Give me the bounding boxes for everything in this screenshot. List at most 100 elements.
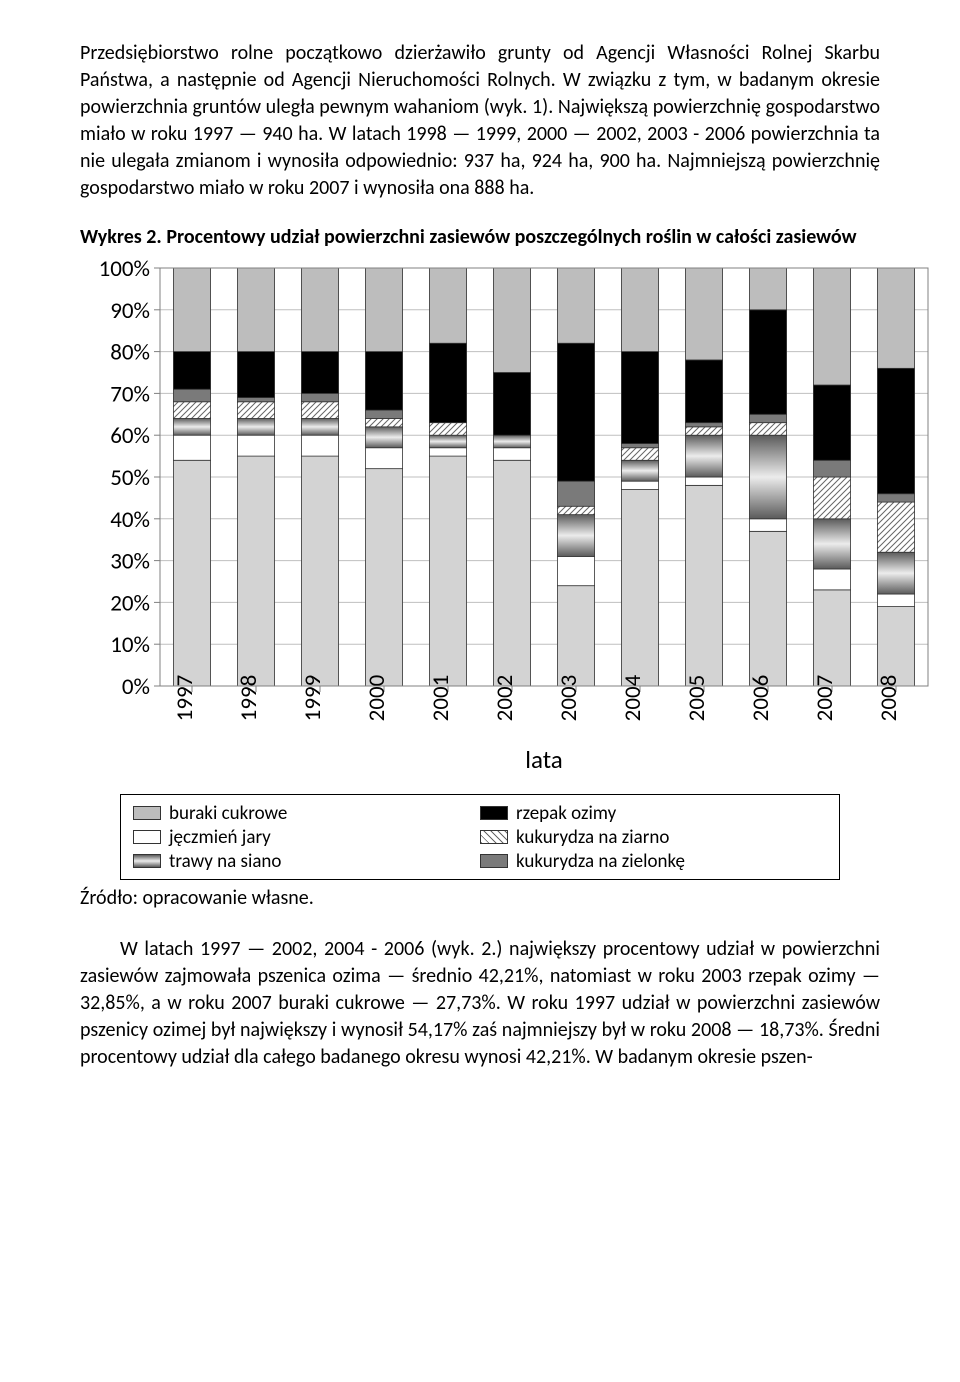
legend-item: kukurydza na zielonkę bbox=[480, 849, 827, 873]
bar-segment bbox=[429, 448, 466, 456]
bar-segment bbox=[685, 423, 722, 427]
bar-segment bbox=[877, 607, 914, 686]
bar-segment bbox=[237, 435, 274, 456]
bar-segment bbox=[813, 569, 850, 590]
bar-segment bbox=[173, 402, 210, 419]
bar-segment bbox=[813, 268, 850, 385]
y-tick-label: 90% bbox=[110, 297, 150, 325]
bar-segment bbox=[557, 343, 594, 481]
bar-segment bbox=[621, 268, 658, 352]
y-tick-label: 80% bbox=[110, 339, 150, 367]
y-tick-label: 60% bbox=[110, 422, 150, 450]
y-tick-label: 50% bbox=[110, 464, 150, 492]
legend-item: jęczmień jary bbox=[133, 825, 480, 849]
bar-segment bbox=[365, 448, 402, 469]
bar-segment bbox=[365, 410, 402, 418]
x-axis-title: lata bbox=[525, 744, 563, 775]
bar-segment bbox=[237, 456, 274, 686]
chart-title-rest: Procentowy udział powierzchni zasiewów p… bbox=[166, 225, 856, 249]
bar-segment bbox=[365, 418, 402, 426]
legend-swatch bbox=[133, 854, 161, 868]
bar-segment bbox=[749, 435, 786, 519]
legend-label: buraki cukrowe bbox=[169, 802, 287, 825]
bar-segment bbox=[557, 556, 594, 585]
bar-segment bbox=[237, 402, 274, 419]
bar-segment bbox=[429, 343, 466, 422]
legend-item: rzepak ozimy bbox=[480, 801, 827, 825]
bar-segment bbox=[813, 519, 850, 569]
bar-segment bbox=[301, 352, 338, 394]
bar-segment bbox=[877, 494, 914, 502]
legend-label: jęczmień jary bbox=[169, 826, 271, 849]
bar-segment bbox=[685, 427, 722, 435]
bar-segment bbox=[557, 515, 594, 557]
legend-swatch bbox=[480, 854, 508, 868]
x-tick-label: 2004 bbox=[619, 674, 647, 721]
legend-swatch bbox=[133, 830, 161, 844]
bar-segment bbox=[237, 352, 274, 398]
chart-title: Wykres 2. Procentowy udział powierzchni … bbox=[80, 224, 880, 250]
bar-segment bbox=[301, 402, 338, 419]
bar-segment bbox=[301, 435, 338, 456]
stacked-bar-chart: 0%10%20%30%40%50%60%70%80%90%100%1997199… bbox=[80, 260, 940, 780]
bar-segment bbox=[813, 385, 850, 460]
bar-segment bbox=[813, 460, 850, 477]
bar-segment bbox=[621, 481, 658, 489]
document-page: Przedsiębiorstwo rolne początkowo dzierż… bbox=[40, 0, 920, 1133]
y-tick-label: 10% bbox=[110, 631, 150, 659]
y-tick-label: 0% bbox=[122, 673, 150, 701]
bar-segment bbox=[173, 418, 210, 435]
bar-segment bbox=[877, 594, 914, 607]
bar-segment bbox=[557, 506, 594, 514]
chart-legend: buraki cukrowejęczmień jarytrawy na sian… bbox=[120, 794, 840, 880]
legend-label: kukurydza na zielonkę bbox=[516, 850, 685, 873]
legend-label: rzepak ozimy bbox=[516, 802, 616, 825]
bar-segment bbox=[813, 477, 850, 519]
legend-item: kukurydza na ziarno bbox=[480, 825, 827, 849]
bar-segment bbox=[621, 490, 658, 686]
x-tick-label: 1998 bbox=[235, 675, 263, 722]
bar-segment bbox=[685, 485, 722, 686]
y-tick-label: 100% bbox=[99, 260, 150, 283]
paragraph-bottom: W latach 1997 — 2002, 2004 - 2006 (wyk. … bbox=[80, 936, 880, 1071]
bar-segment bbox=[365, 469, 402, 686]
bar-segment bbox=[237, 268, 274, 352]
bar-segment bbox=[301, 418, 338, 435]
bar-segment bbox=[749, 268, 786, 310]
legend-item: trawy na siano bbox=[133, 849, 480, 873]
bar-segment bbox=[365, 427, 402, 448]
y-tick-label: 30% bbox=[110, 548, 150, 576]
bar-segment bbox=[685, 360, 722, 423]
bar-segment bbox=[621, 460, 658, 481]
chart-container: 0%10%20%30%40%50%60%70%80%90%100%1997199… bbox=[80, 260, 880, 780]
bar-segment bbox=[301, 456, 338, 686]
x-tick-label: 2001 bbox=[427, 675, 455, 722]
bar-segment bbox=[685, 268, 722, 360]
legend-swatch bbox=[133, 806, 161, 820]
bar-segment bbox=[749, 414, 786, 422]
bar-segment bbox=[237, 398, 274, 402]
bar-segment bbox=[429, 268, 466, 343]
bar-segment bbox=[493, 460, 530, 686]
x-tick-label: 2007 bbox=[811, 675, 839, 722]
legend-label: trawy na siano bbox=[169, 850, 281, 873]
bar-segment bbox=[877, 368, 914, 493]
bar-segment bbox=[301, 268, 338, 352]
legend-swatch bbox=[480, 806, 508, 820]
bar-segment bbox=[493, 373, 530, 436]
bar-segment bbox=[877, 502, 914, 552]
x-tick-label: 2000 bbox=[363, 674, 391, 721]
bar-segment bbox=[429, 456, 466, 686]
y-tick-label: 70% bbox=[110, 380, 150, 408]
bar-segment bbox=[621, 448, 658, 461]
bar-segment bbox=[685, 435, 722, 477]
legend-label: kukurydza na ziarno bbox=[516, 826, 669, 849]
x-tick-label: 2002 bbox=[491, 675, 519, 722]
bar-segment bbox=[749, 519, 786, 532]
bar-segment bbox=[173, 460, 210, 686]
x-tick-label: 1997 bbox=[171, 675, 199, 722]
bar-segment bbox=[429, 435, 466, 448]
bar-segment bbox=[557, 268, 594, 343]
bar-segment bbox=[749, 531, 786, 686]
bar-segment bbox=[557, 586, 594, 686]
